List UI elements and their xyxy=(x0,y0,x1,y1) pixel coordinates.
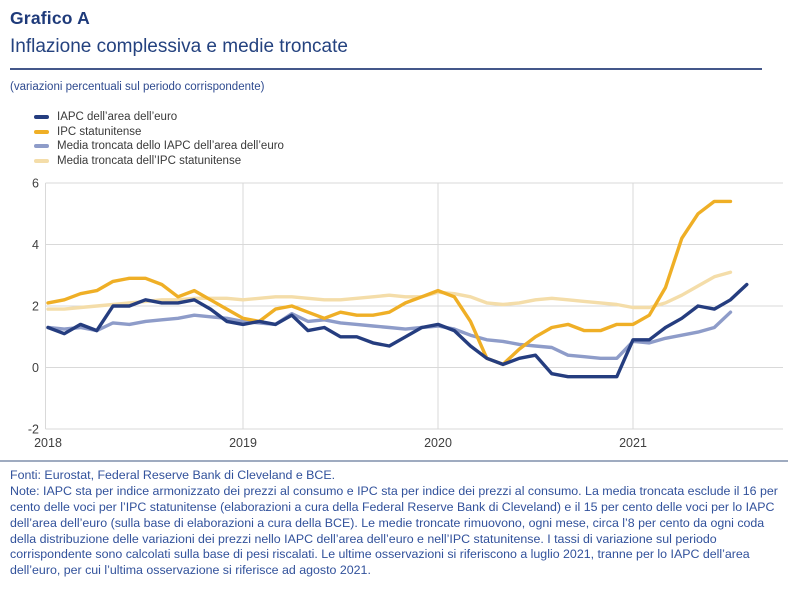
legend-item: IAPC dell’area dell’euro xyxy=(34,110,284,125)
x-axis-label: 2021 xyxy=(619,436,647,450)
y-axis-label: -2 xyxy=(28,423,39,437)
footer-divider xyxy=(0,460,788,462)
legend-swatch-icon xyxy=(34,115,49,120)
chart-footnotes: Fonti: Eurostat, Federal Reserve Bank di… xyxy=(10,468,782,579)
chart-kicker: Grafico A xyxy=(10,8,90,28)
note-line: Note: IAPC sta per indice armonizzato de… xyxy=(10,483,778,578)
x-axis-label: 2020 xyxy=(424,436,452,450)
series-line-3 xyxy=(46,270,733,311)
x-axis-label: 2019 xyxy=(229,436,257,450)
inflation-chart: 6 4 2 0 -2 2018 2019 2020 2021 xyxy=(0,175,788,457)
source-line: Fonti: Eurostat, Federal Reserve Bank di… xyxy=(10,468,336,482)
y-axis-label: 0 xyxy=(32,361,39,375)
legend-item: Media troncata dell’IPC statunitense xyxy=(34,154,284,169)
page-title: Inflazione complessiva e medie troncate xyxy=(10,36,348,57)
unit-label: (variazioni percentuali sul periodo corr… xyxy=(10,81,265,93)
legend-label: IPC statunitense xyxy=(57,125,142,138)
legend-swatch-icon xyxy=(34,159,49,164)
series-line-1 xyxy=(46,199,733,367)
legend-label: Media troncata dell’IPC statunitense xyxy=(57,155,242,168)
legend-swatch-icon xyxy=(34,144,49,149)
y-axis-label: 6 xyxy=(32,177,39,191)
y-axis-label: 2 xyxy=(32,300,39,314)
y-axis-label: 4 xyxy=(32,238,39,252)
legend-item: Media troncata dello IAPC dell’area dell… xyxy=(34,139,284,154)
title-divider xyxy=(10,68,762,70)
series-line-2 xyxy=(46,310,733,361)
series-line-0 xyxy=(46,282,749,379)
legend-item: IPC statunitense xyxy=(34,125,284,140)
x-axis-label: 2018 xyxy=(34,436,62,450)
legend-swatch-icon xyxy=(34,129,49,134)
legend-label: Media troncata dello IAPC dell’area dell… xyxy=(57,140,284,153)
chart-legend: IAPC dell’area dell’euro IPC statunitense… xyxy=(34,110,284,168)
legend-label: IAPC dell’area dell’euro xyxy=(57,111,178,124)
